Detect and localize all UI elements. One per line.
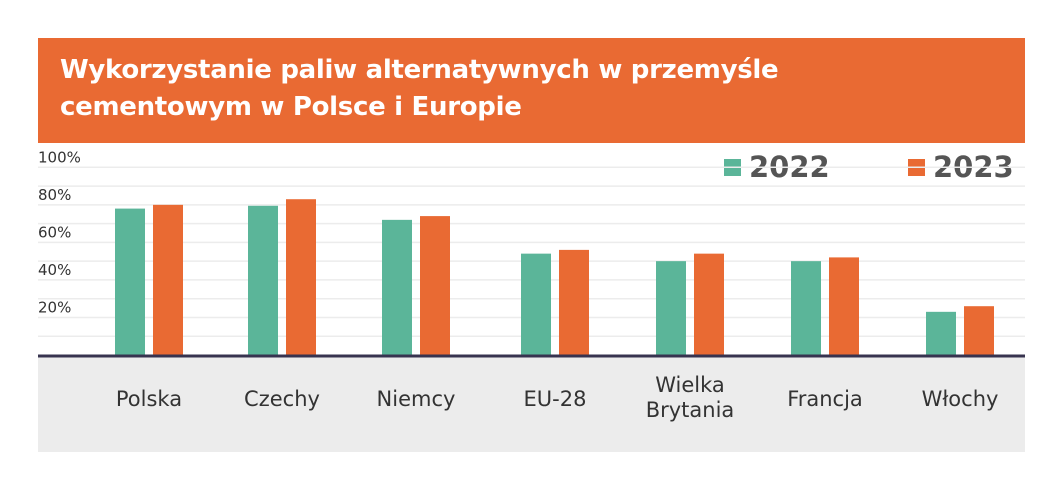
bar-2022-włochy	[926, 311, 956, 355]
y-tick-label: 80%	[38, 186, 71, 204]
bar-2022-niemcy	[382, 219, 412, 355]
bar-2023-czechy	[286, 199, 316, 355]
y-tick-label: 100%	[38, 148, 81, 166]
bar-2023-włochy	[964, 306, 994, 355]
title-line-1: Wykorzystanie paliw alternatywnych w prz…	[60, 55, 779, 85]
x-tick-label: Polska	[116, 387, 182, 411]
title-banner: Wykorzystanie paliw alternatywnych w prz…	[38, 38, 1025, 143]
x-tick-label: Francja	[787, 387, 863, 411]
bar-2022-czechy	[248, 205, 278, 355]
category-band	[38, 357, 1025, 452]
y-tick-label: 20%	[38, 298, 71, 316]
y-tick-label: 60%	[38, 223, 71, 241]
x-tick-label: Włochy	[922, 387, 999, 411]
chart-title: Wykorzystanie paliw alternatywnych w prz…	[60, 52, 779, 126]
x-tick-label: Brytania	[646, 398, 735, 422]
x-tick-label: Wielka	[655, 373, 725, 397]
bar-2023-francja	[829, 257, 859, 355]
bar-2022-wielka-brytania	[656, 261, 686, 355]
y-tick-label: 40%	[38, 261, 71, 279]
x-tick-label: EU-28	[524, 387, 587, 411]
bar-2022-eu-28	[521, 253, 551, 355]
bar-2022-polska	[115, 208, 145, 355]
x-tick-label: Czechy	[244, 387, 320, 411]
bar-2022-francja	[791, 261, 821, 355]
x-tick-label: Niemcy	[377, 387, 456, 411]
bar-2023-eu-28	[559, 249, 589, 355]
title-line-2: cementowym w Polsce i Europie	[60, 92, 522, 122]
bar-2023-niemcy	[420, 216, 450, 355]
bar-2023-wielka-brytania	[694, 253, 724, 355]
bar-2023-polska	[153, 204, 183, 355]
